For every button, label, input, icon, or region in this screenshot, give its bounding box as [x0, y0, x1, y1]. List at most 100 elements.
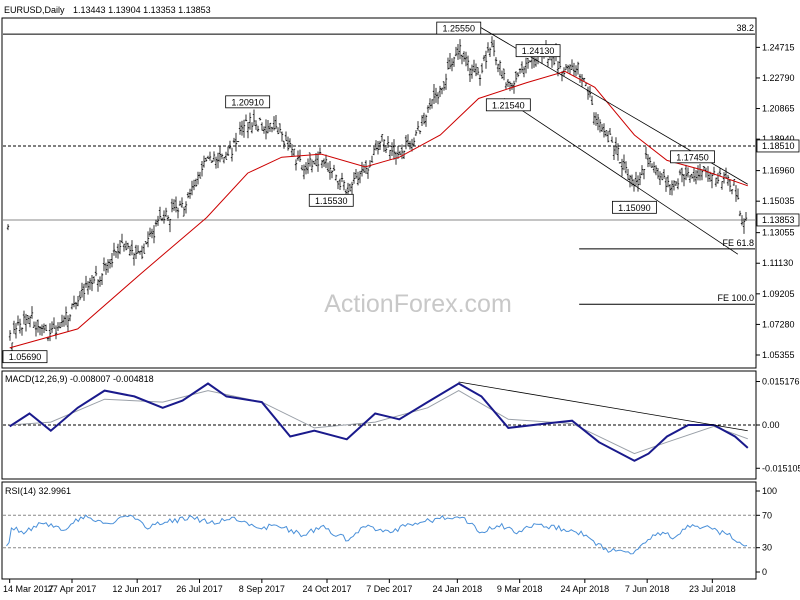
ohlc-bar — [92, 276, 96, 284]
ohlc-bar — [408, 140, 412, 150]
ohlc-bar — [62, 315, 66, 327]
ohlc-bar — [114, 251, 118, 258]
ohlc-bar — [380, 134, 384, 142]
ohlc-bar — [60, 314, 64, 327]
chart-header: EURUSD,Daily 1.13443 1.13904 1.13353 1.1… — [4, 5, 211, 15]
ohlc-bar — [270, 126, 274, 133]
ohlc-bar — [600, 123, 604, 132]
rsi-tick-label: 0 — [762, 567, 767, 577]
x-tick-label: 8 Sep 2017 — [239, 584, 285, 594]
moving-average-line — [9, 70, 748, 349]
ohlc-bar — [202, 155, 206, 168]
ohlc-bar — [314, 153, 318, 167]
ohlc-bar — [468, 67, 472, 82]
ohlc-bars — [6, 36, 748, 353]
price-tick-label: 1.15035 — [762, 196, 795, 206]
ohlc-bar — [130, 240, 134, 256]
ohlc-bar — [448, 53, 452, 70]
ohlc-bar — [640, 165, 644, 176]
ohlc-bar — [342, 180, 346, 191]
ohlc-bar — [262, 126, 266, 134]
ohlc-bar — [410, 138, 414, 152]
ohlc-bar — [626, 168, 630, 180]
ohlc-bar — [56, 322, 60, 331]
ohlc-bar — [736, 188, 740, 200]
x-tick-label: 24 Apr 2018 — [561, 584, 610, 594]
ohlc-bar — [388, 149, 392, 160]
ohlc-bar — [392, 139, 396, 160]
ohlc-bar — [650, 163, 654, 168]
ohlc-bar — [252, 109, 256, 126]
ohlc-bar — [98, 276, 102, 287]
ohlc-bar — [44, 324, 48, 331]
macd-trendline — [458, 381, 748, 432]
ohlc-bar — [504, 82, 508, 90]
ohlc-bar — [64, 306, 68, 326]
x-tick-label: 23 Jul 2018 — [689, 584, 736, 594]
ohlc-bar — [76, 296, 80, 307]
price-panel-frame — [1, 17, 757, 369]
ohlc-bar — [482, 55, 486, 62]
ohlc-bar — [352, 172, 356, 184]
ohlc-bar — [128, 245, 132, 256]
ohlc-bar — [28, 315, 32, 328]
ohlc-bar — [94, 265, 98, 277]
ohlc-bar — [608, 128, 612, 135]
ohlc-bar — [478, 74, 482, 86]
ohlc-bar — [576, 61, 580, 75]
ohlc-bar — [152, 225, 156, 244]
ohlc-bar — [82, 283, 86, 301]
ohlc-bar — [618, 162, 622, 164]
ohlc-bar — [592, 112, 596, 125]
ohlc-bar — [620, 158, 624, 177]
ohlc-bar — [190, 180, 194, 196]
ohlc-bar — [164, 207, 168, 218]
ohlc-bar — [204, 157, 208, 162]
price-panel: 1.24715 1.22790 1.20865 1.18940 1.16960 1.150… — [2, 21, 800, 364]
ohlc-bar — [514, 71, 518, 83]
ohlc-bar — [404, 135, 408, 150]
ohlc-bar — [430, 99, 434, 109]
ohlc-bar — [660, 173, 664, 181]
ohlc-bar — [306, 158, 310, 174]
x-tick-label: 14 Mar 2017 — [3, 584, 54, 594]
ohlc-bar — [418, 130, 422, 135]
ohlc-bar — [398, 150, 402, 156]
macd-title: MACD(12,26,9) -0.008007 -0.004818 — [5, 374, 154, 384]
ohlc-bar — [568, 64, 572, 74]
chart-symbol: EURUSD,Daily — [4, 5, 65, 15]
ohlc-bar — [666, 175, 670, 188]
price-tick-label: 1.24715 — [762, 42, 795, 52]
ohlc-bar — [228, 140, 232, 150]
ohlc-bar — [340, 172, 344, 183]
ohlc-bar — [264, 119, 268, 140]
x-tick-label: 7 Jun 2018 — [625, 584, 670, 594]
ohlc-bar — [644, 146, 648, 159]
annotation-label: 1.21540 — [492, 100, 525, 110]
ohlc-bar — [534, 57, 538, 67]
ohlc-bar — [52, 317, 56, 329]
ohlc-bar — [248, 112, 252, 130]
ohlc-bar — [642, 169, 646, 180]
ohlc-bar — [676, 178, 680, 190]
ohlc-bar — [72, 295, 76, 308]
ohlc-bar — [602, 123, 606, 138]
ohlc-bar — [570, 59, 574, 70]
ohlc-bar — [8, 330, 12, 341]
ohlc-bar — [16, 315, 20, 326]
ohlc-bar — [268, 122, 272, 132]
ohlc-bar — [74, 301, 78, 310]
ohlc-bar — [118, 240, 122, 255]
ohlc-bar — [628, 174, 632, 188]
ohlc-bar — [476, 67, 480, 76]
annotation-label: 1.24130 — [522, 46, 555, 56]
ohlc-bar — [648, 156, 652, 167]
ohlc-bar — [636, 175, 640, 192]
ohlc-bar — [66, 315, 70, 332]
ohlc-bar — [728, 179, 732, 192]
ohlc-bar — [378, 140, 382, 150]
ohlc-bar — [634, 171, 638, 186]
ohlc-bar — [272, 116, 276, 131]
rsi-tick-label: 30 — [762, 543, 772, 553]
ohlc-bar — [596, 114, 600, 131]
